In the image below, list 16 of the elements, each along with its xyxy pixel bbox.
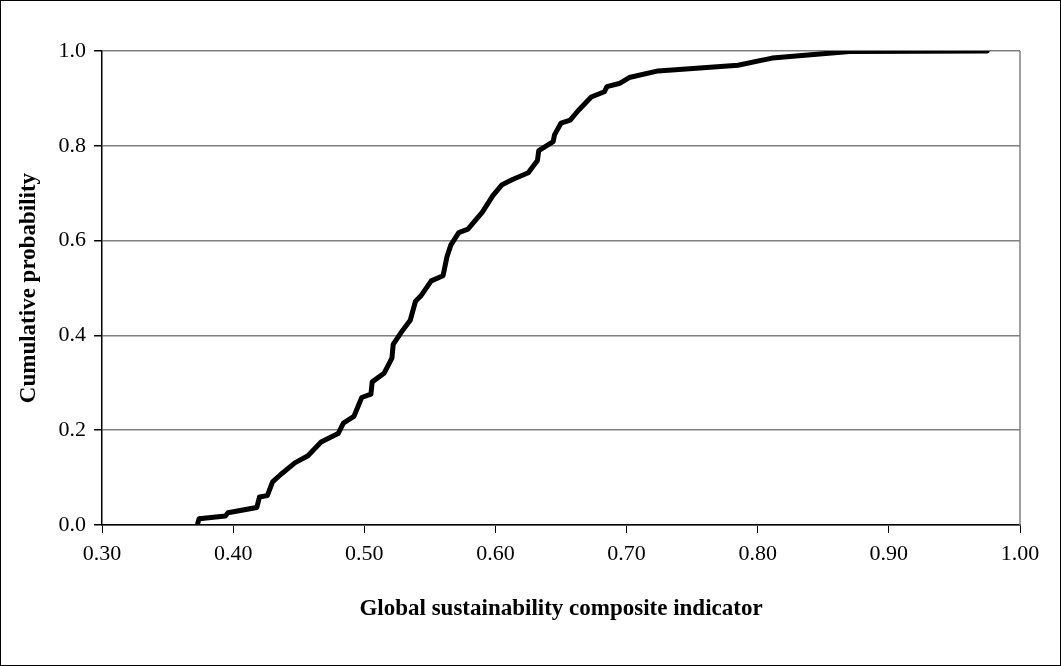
y-tick-label: 0.4 [58,321,87,347]
y-tick-label: 0.6 [58,226,87,252]
y-axis-title: Cumulative probability [14,172,40,404]
x-tick-label: 0.40 [213,539,253,565]
y-tick-label: 0.2 [58,415,87,441]
x-tick-label: 0.70 [607,539,646,565]
y-tick-label: 0.8 [58,131,87,157]
x-axis-title: Global sustainability composite indicator [359,595,763,621]
y-tick-label: 0.0 [58,510,87,536]
x-tick-label: 0.50 [345,539,384,565]
x-tick-label: 1.00 [1000,539,1040,565]
y-tick-label: 1.0 [58,36,87,62]
x-tick-label: 0.80 [738,539,777,565]
x-tick-label: 0.60 [476,539,515,565]
x-tick-label: 0.30 [82,539,122,565]
x-tick-label: 0.90 [869,539,909,565]
